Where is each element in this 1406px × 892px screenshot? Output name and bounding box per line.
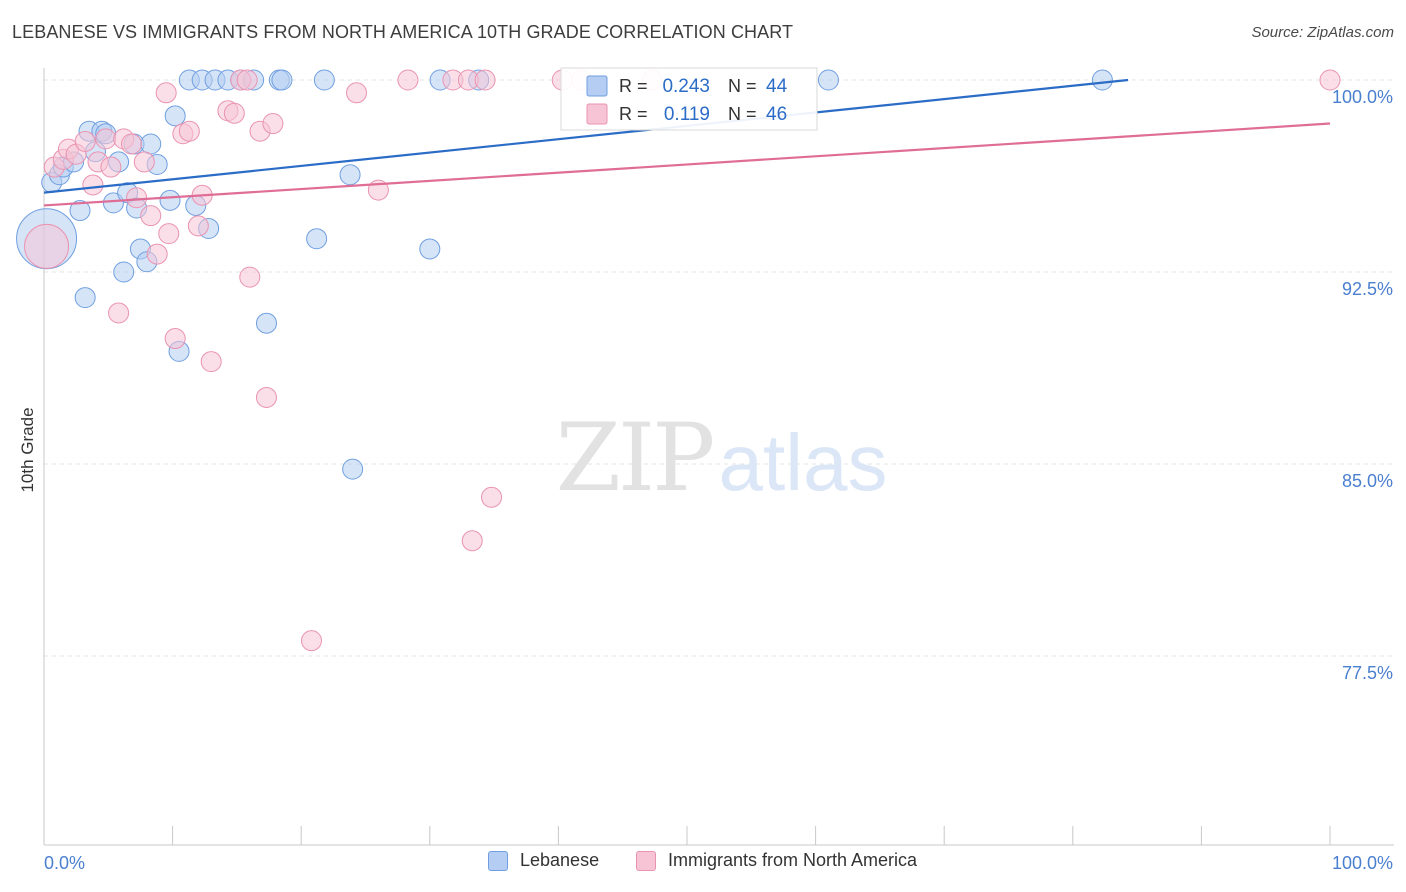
legend-item-immigrants: Immigrants from North America (636, 850, 917, 871)
y-axis-label: 10th Grade (18, 407, 37, 493)
point-s0-43 (1091, 69, 1113, 91)
point-s1-24 (200, 351, 222, 373)
point-s1-33 (300, 630, 322, 652)
point-s1-10 (108, 302, 130, 324)
legend-box-swatch-1 (586, 103, 608, 125)
y-tick-label-3: 77.5% (1342, 663, 1393, 683)
x-tick-label-0: 0.0% (44, 853, 85, 873)
point-s0-21 (159, 189, 181, 211)
watermark: ZIP atlas (556, 404, 888, 513)
watermark-atlas: atlas (719, 418, 888, 507)
point-s1-17 (155, 82, 177, 104)
legend-n-label-1: N = (728, 104, 757, 124)
legend-swatch-immigrants (636, 850, 656, 871)
y-tick-label-2: 85.0% (1342, 471, 1393, 491)
trend-line-0 (43, 78, 1129, 194)
legend-n-value-1: 46 (766, 104, 787, 125)
point-s1-21 (178, 120, 200, 142)
legend-r-label-0: R = (619, 76, 648, 96)
legend-r-label-1: R = (619, 104, 648, 124)
point-s0-35 (306, 228, 328, 250)
point-s0-11 (102, 192, 124, 214)
point-s1-26 (223, 102, 245, 124)
point-s1-18 (158, 223, 180, 245)
series-legend: Lebanese Immigrants from North America (0, 850, 1406, 880)
legend-label-immigrants: Immigrants from North America (668, 850, 918, 870)
point-s0-19 (140, 133, 162, 155)
y-axis-label-wrap: 10th Grade (8, 300, 48, 600)
point-s1-5 (74, 130, 96, 152)
point-s1-39 (461, 530, 483, 552)
point-s0-22 (164, 105, 186, 127)
point-s0-34 (271, 69, 293, 91)
legend-label-lebanese: Lebanese (520, 850, 600, 870)
point-s1-16 (146, 243, 168, 265)
correlation-legend: R = 0.243 N = 44 R = 0.119 N = 46 (560, 67, 818, 131)
y-tick-labels: 100.0% 92.5% 85.0% 77.5% (1332, 87, 1393, 683)
point-s1-14 (133, 151, 155, 173)
legend-r-value-1: 0.119 (664, 104, 710, 125)
legend-r-value-0: 0.243 (662, 76, 710, 97)
point-s1-36 (397, 69, 419, 91)
point-s1-22 (187, 215, 209, 237)
data-points (16, 69, 1341, 652)
point-s0-13 (113, 261, 135, 283)
point-s1-40 (474, 69, 496, 91)
point-s1-32 (262, 113, 284, 135)
point-s1-15 (140, 205, 162, 227)
point-s0-5 (69, 200, 91, 222)
point-s1-45 (1319, 69, 1341, 91)
point-s1-41 (481, 486, 503, 508)
x-tick-labels: 0.0% 100.0% (44, 853, 1393, 873)
point-s1-0 (24, 223, 70, 269)
x-tick-label-1: 100.0% (1332, 853, 1393, 873)
point-s1-9 (100, 156, 122, 178)
legend-swatch-lebanese (488, 850, 508, 871)
point-s1-31 (255, 386, 277, 408)
point-s1-34 (345, 82, 367, 104)
point-s0-39 (419, 238, 441, 260)
y-tick-label-1: 92.5% (1342, 279, 1393, 299)
point-s1-6 (82, 174, 104, 196)
point-s1-19 (164, 328, 186, 350)
legend-n-label-0: N = (728, 76, 757, 96)
axes (43, 68, 1394, 846)
point-s0-32 (255, 312, 277, 334)
point-s1-12 (120, 133, 142, 155)
trend-lines (43, 78, 1331, 207)
trend-line-1 (43, 122, 1331, 207)
y-tick-label-0: 100.0% (1332, 87, 1393, 107)
watermark-zip: ZIP (556, 404, 713, 513)
chart-source: Source: ZipAtlas.com (1251, 24, 1394, 41)
gridlines (44, 79, 1394, 657)
point-s1-8 (95, 128, 117, 150)
legend-box-swatch-0 (586, 75, 608, 97)
legend-n-value-0: 44 (766, 76, 788, 97)
legend-item-lebanese: Lebanese (488, 850, 599, 871)
point-s1-29 (239, 266, 261, 288)
chart-title: LEBANESE VS IMMIGRANTS FROM NORTH AMERIC… (12, 22, 794, 42)
point-s1-13 (126, 187, 148, 209)
point-s0-37 (339, 164, 361, 186)
point-s1-28 (236, 69, 258, 91)
point-s0-36 (313, 69, 335, 91)
point-s0-38 (342, 458, 364, 480)
point-s0-6 (74, 287, 96, 309)
point-s0-42 (817, 69, 839, 91)
